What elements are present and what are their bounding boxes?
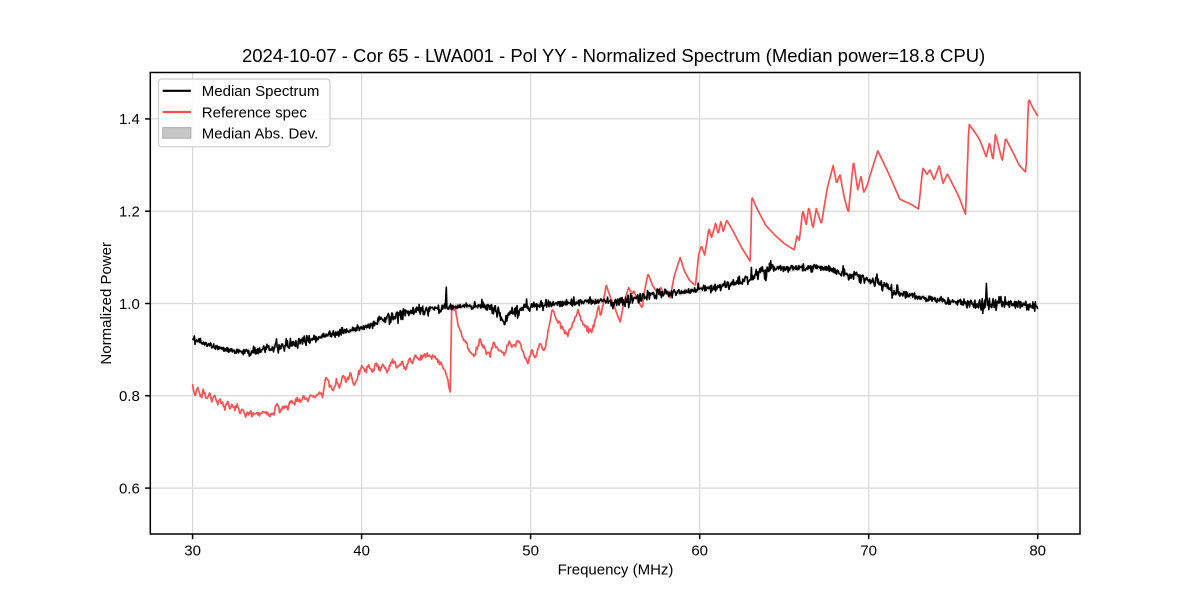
svg-text:70: 70 xyxy=(860,543,877,560)
svg-text:Median Spectrum: Median Spectrum xyxy=(202,83,320,100)
svg-text:1.0: 1.0 xyxy=(119,296,140,313)
svg-text:60: 60 xyxy=(691,543,708,560)
svg-text:2024-10-07 - Cor 65 - LWA001 -: 2024-10-07 - Cor 65 - LWA001 - Pol YY - … xyxy=(242,45,985,66)
svg-text:Normalized Power: Normalized Power xyxy=(98,242,115,365)
svg-text:40: 40 xyxy=(353,543,370,560)
svg-text:Frequency (MHz): Frequency (MHz) xyxy=(558,562,674,579)
svg-text:Median Abs. Dev.: Median Abs. Dev. xyxy=(202,126,318,143)
svg-text:Reference spec: Reference spec xyxy=(202,104,308,121)
svg-text:0.6: 0.6 xyxy=(119,480,140,497)
svg-text:80: 80 xyxy=(1029,543,1046,560)
svg-text:50: 50 xyxy=(522,543,539,560)
svg-text:1.4: 1.4 xyxy=(119,111,140,128)
svg-text:0.8: 0.8 xyxy=(119,388,140,405)
svg-text:1.2: 1.2 xyxy=(119,204,140,221)
svg-text:30: 30 xyxy=(184,543,201,560)
